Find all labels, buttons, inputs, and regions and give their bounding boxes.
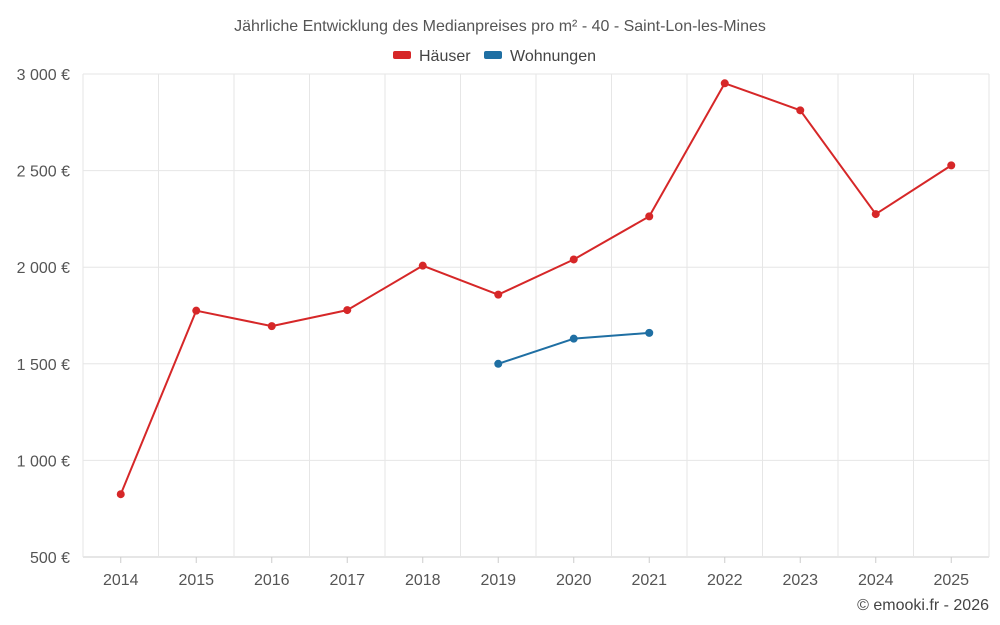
y-tick-label: 2 000 € xyxy=(17,260,70,277)
x-tick-label: 2024 xyxy=(858,572,894,589)
x-tick-label: 2022 xyxy=(707,572,743,589)
x-tick-label: 2025 xyxy=(933,572,969,589)
x-axis-labels: 2014 2015 2016 2017 2018 2019 2020 2021 2022 2023… xyxy=(103,572,969,589)
legend-item-haeuser[interactable]: Häuser xyxy=(393,48,471,65)
series-line xyxy=(119,82,952,495)
x-tick-label: 2017 xyxy=(329,572,365,589)
data-point[interactable] xyxy=(343,306,352,315)
series-1 xyxy=(494,328,654,368)
y-tick-label: 2 500 € xyxy=(17,164,70,181)
data-point[interactable] xyxy=(796,106,805,115)
data-point[interactable] xyxy=(569,255,578,264)
data-point[interactable] xyxy=(116,490,125,499)
x-tick-label: 2015 xyxy=(178,572,214,589)
x-tick-label: 2020 xyxy=(556,572,592,589)
data-point[interactable] xyxy=(947,161,956,170)
legend: Häuser Wohnungen xyxy=(393,48,596,65)
y-tick-label: 1 500 € xyxy=(17,357,70,374)
legend-item-wohnungen[interactable]: Wohnungen xyxy=(484,48,596,65)
data-point[interactable] xyxy=(569,334,578,343)
x-tick-label: 2019 xyxy=(480,572,516,589)
x-tick-label: 2021 xyxy=(631,572,667,589)
y-tick-label: 3 000 € xyxy=(17,67,70,84)
data-point[interactable] xyxy=(645,328,654,337)
grid xyxy=(82,73,990,563)
legend-swatch-haeuser xyxy=(393,51,411,59)
x-tick-label: 2014 xyxy=(103,572,139,589)
data-point[interactable] xyxy=(871,210,880,219)
data-point[interactable] xyxy=(267,322,276,331)
y-tick-label: 1 000 € xyxy=(17,453,70,470)
data-point[interactable] xyxy=(192,306,201,315)
x-tick-label: 2018 xyxy=(405,572,441,589)
data-point[interactable] xyxy=(645,212,654,221)
x-tick-label: 2023 xyxy=(782,572,818,589)
legend-label-haeuser: Häuser xyxy=(419,48,471,65)
data-point[interactable] xyxy=(494,290,503,299)
legend-label-wohnungen: Wohnungen xyxy=(510,48,596,65)
credit-text: © emooki.fr - 2026 xyxy=(857,597,989,614)
data-point[interactable] xyxy=(418,261,427,270)
y-axis-labels: 500 € 1 000 € 1 500 € 2 000 € 2 500 € 3 000 € xyxy=(17,67,70,567)
series-0 xyxy=(116,79,956,499)
legend-swatch-wohnungen xyxy=(484,51,502,59)
series-layer xyxy=(116,79,956,499)
data-point[interactable] xyxy=(720,79,729,88)
y-tick-label: 500 € xyxy=(30,550,70,567)
chart-title: Jährliche Entwicklung des Medianpreises … xyxy=(234,18,766,35)
data-point[interactable] xyxy=(494,359,503,368)
x-tick-label: 2016 xyxy=(254,572,290,589)
